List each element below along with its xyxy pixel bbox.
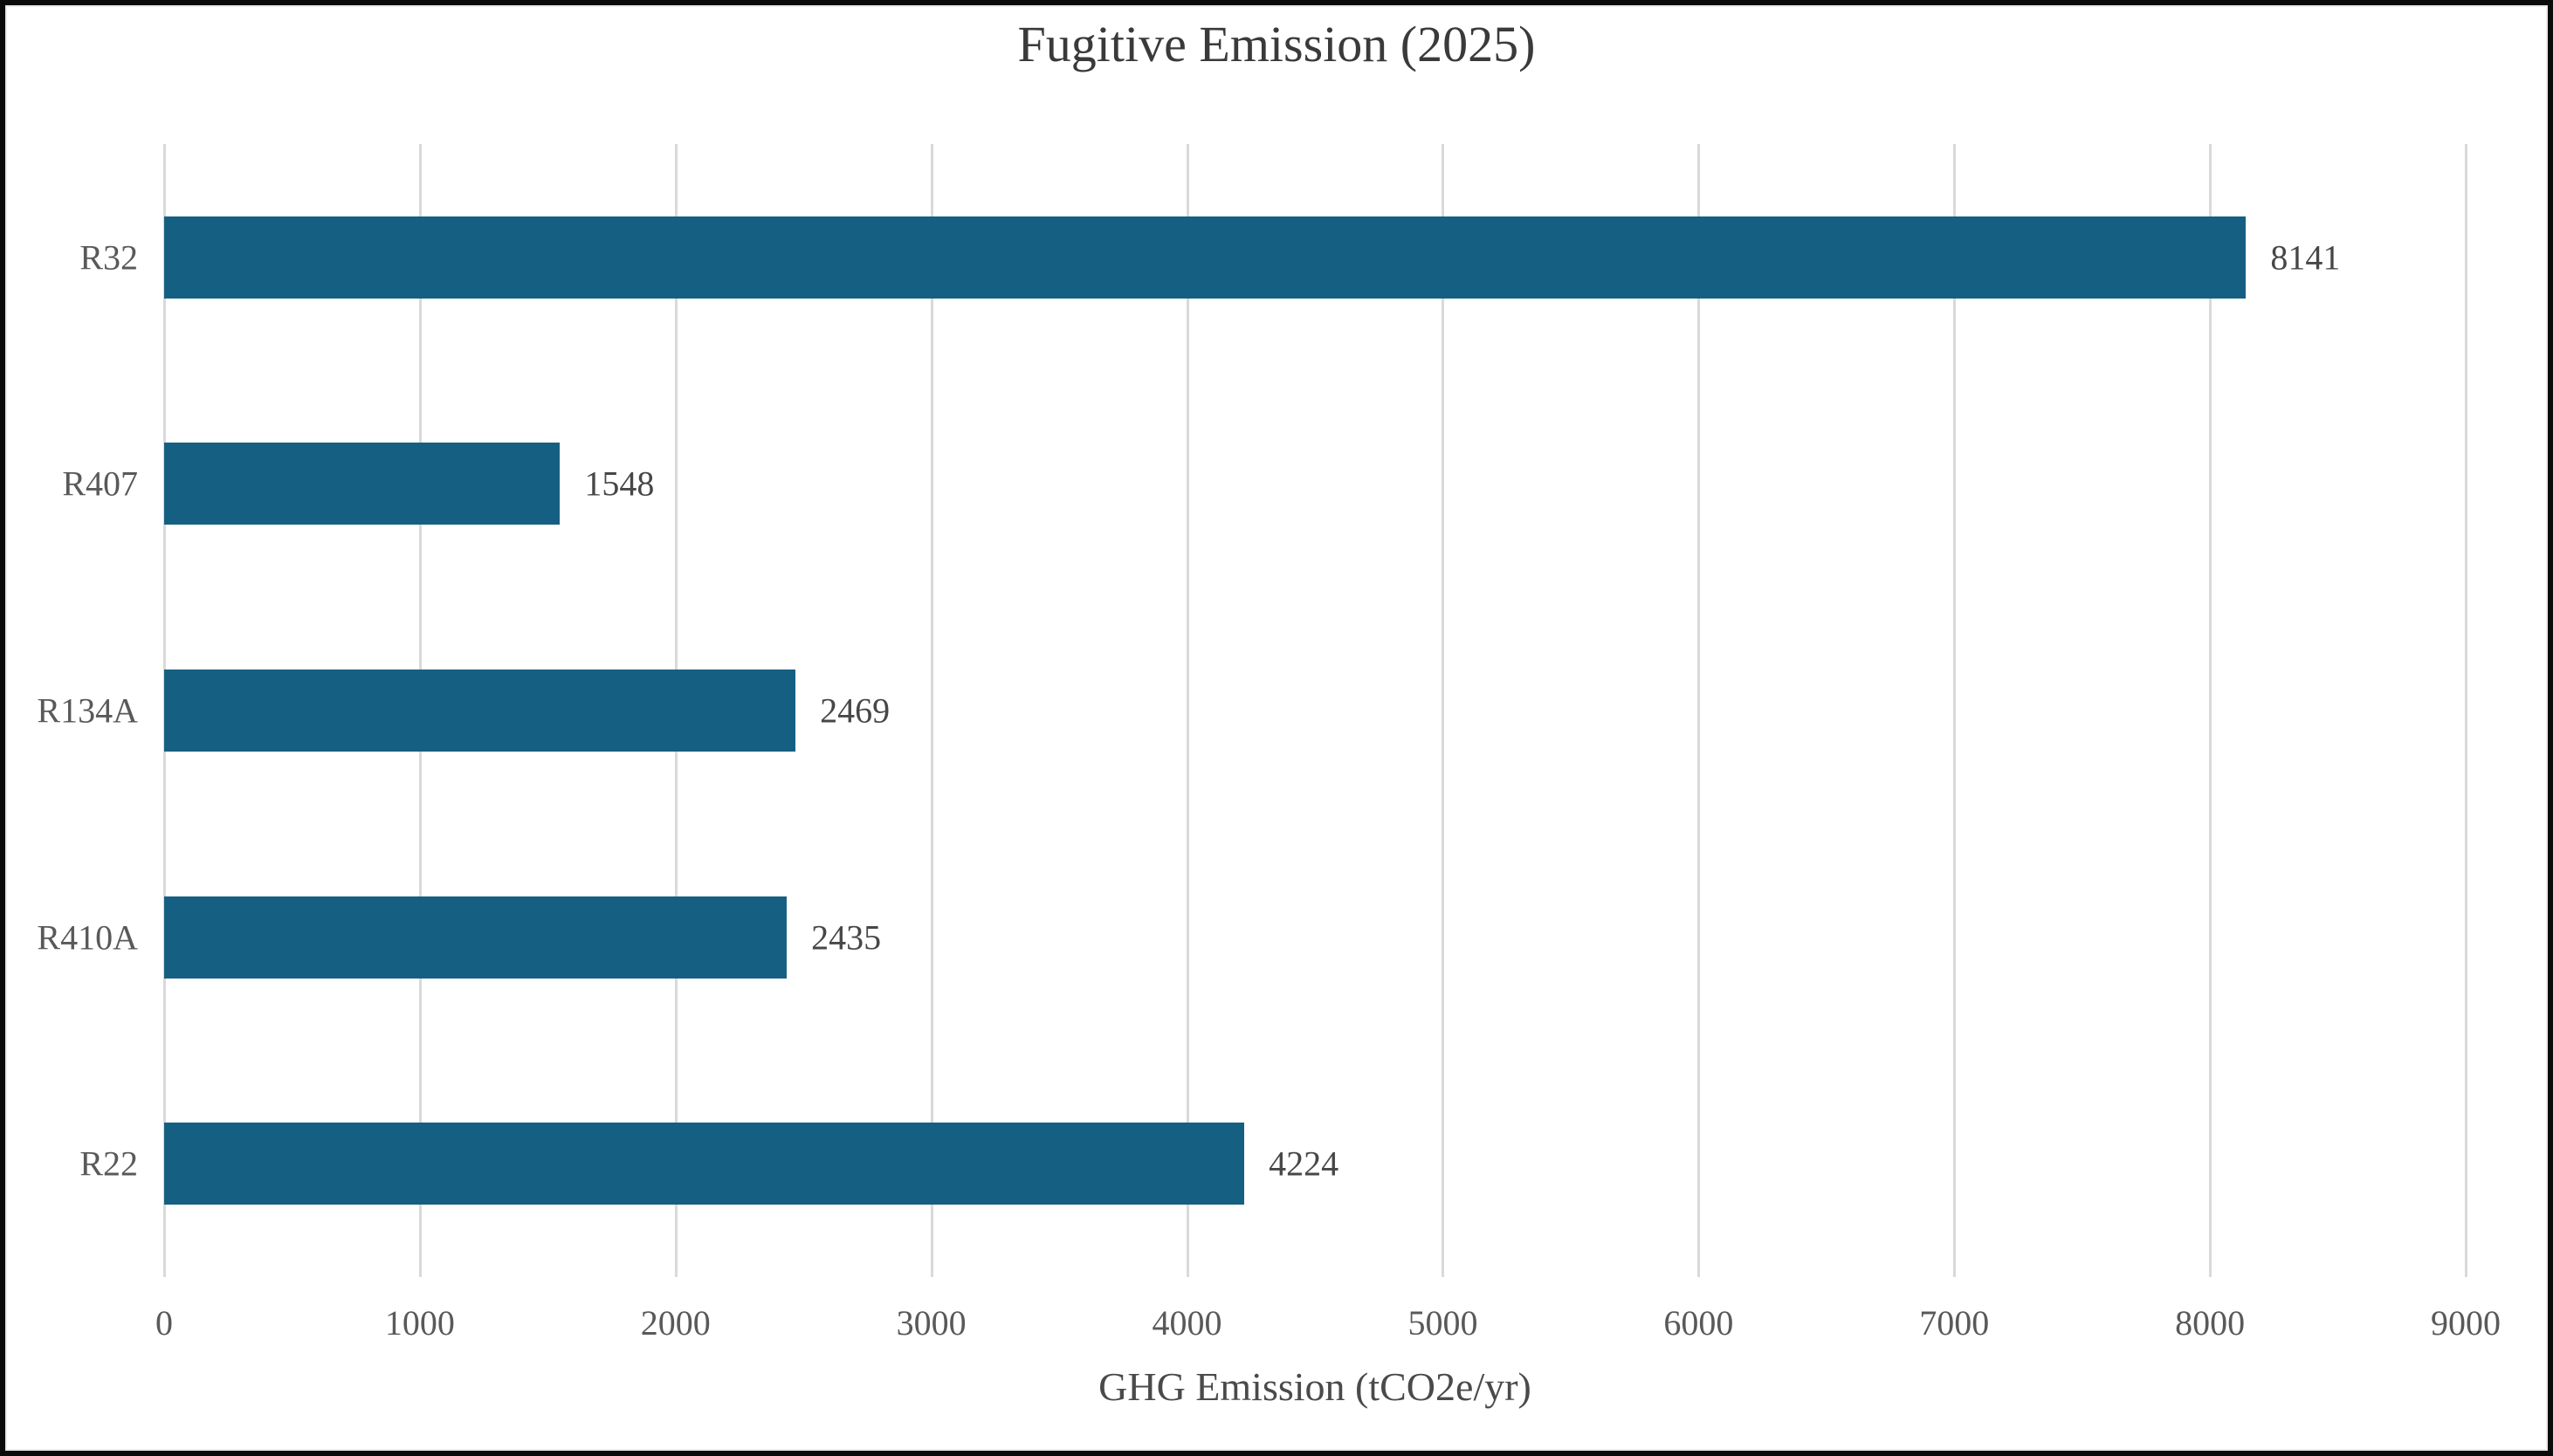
x-tick-label: 1000 <box>384 1303 455 1343</box>
category-label-R32: R32 <box>79 237 138 278</box>
x-tick-label: 0 <box>155 1303 173 1343</box>
x-tick-label: 3000 <box>896 1303 967 1343</box>
gridline <box>1697 144 1701 1277</box>
bar-value-label: 2469 <box>820 690 891 731</box>
chart-title: Fugitive Emission (2025) <box>1017 16 1536 72</box>
bar-R32 <box>164 216 2247 299</box>
gridline <box>2465 144 2467 1277</box>
gridline <box>1186 144 1189 1277</box>
category-label-R410A: R410A <box>37 917 138 958</box>
x-axis-title: GHG Emission (tCO2e/yr) <box>1098 1364 1531 1409</box>
x-tick-label: 8000 <box>2175 1303 2246 1343</box>
x-tick-label: 6000 <box>1663 1303 1734 1343</box>
bar-R407 <box>164 443 561 525</box>
category-label-R407: R407 <box>62 464 138 504</box>
x-tick-label: 9000 <box>2431 1303 2501 1343</box>
bar-R22 <box>164 1123 1245 1205</box>
bar-R134A <box>164 670 796 752</box>
bar-value-label: 2435 <box>811 917 882 958</box>
gridline <box>1953 144 1957 1277</box>
bar-R410A <box>164 896 788 979</box>
bar-value-label: 4224 <box>1269 1144 1339 1184</box>
gridline <box>2209 144 2212 1277</box>
category-label-R134A: R134A <box>37 690 138 731</box>
gridline <box>930 144 933 1277</box>
bar-value-label: 8141 <box>2270 237 2341 278</box>
x-tick-label: 7000 <box>1919 1303 1990 1343</box>
x-tick-label: 2000 <box>640 1303 711 1343</box>
category-label-R22: R22 <box>79 1144 138 1184</box>
x-tick-label: 4000 <box>1152 1303 1222 1343</box>
plot-area: 8141 1548 2469 2435 4224 <box>163 144 2467 1277</box>
bar-value-label: 1548 <box>584 464 655 504</box>
x-tick-label: 5000 <box>1407 1303 1478 1343</box>
gridline <box>1442 144 1445 1277</box>
